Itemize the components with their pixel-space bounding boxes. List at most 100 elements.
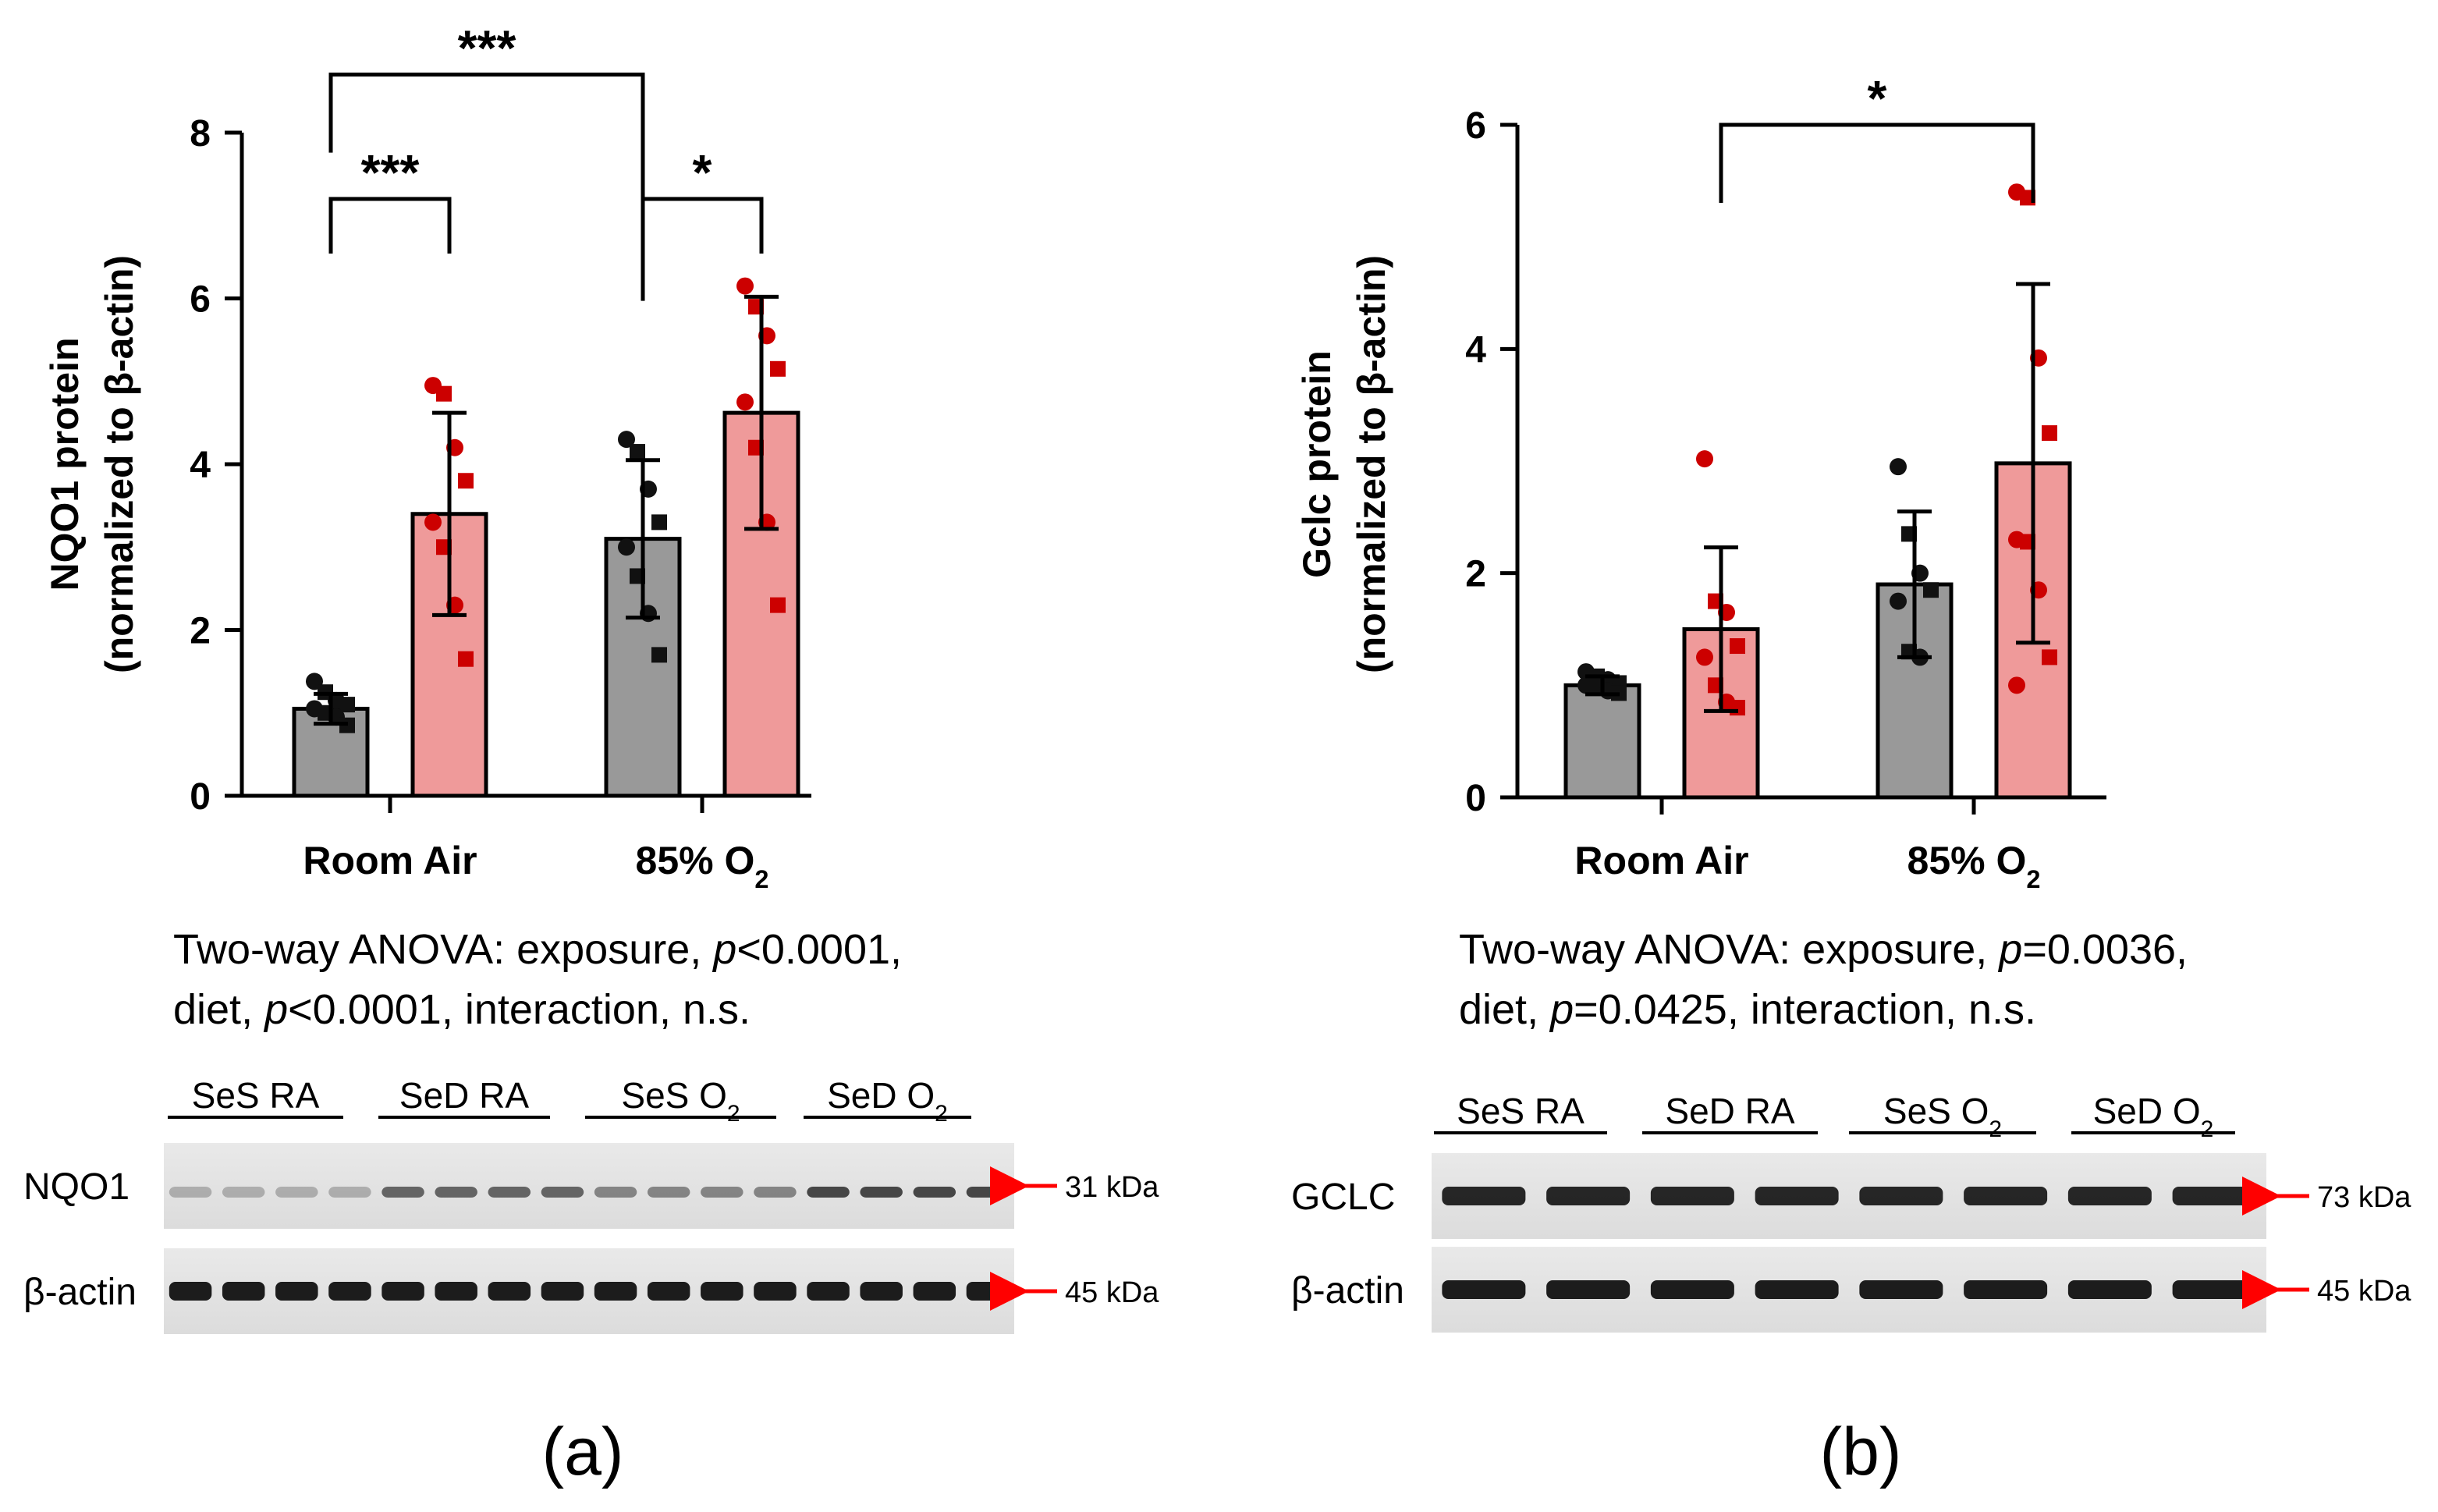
significance-bracket <box>328 197 452 254</box>
blot-band <box>647 1282 690 1301</box>
significance-label: *** <box>458 20 516 76</box>
data-point-sed <box>424 513 442 531</box>
anova-line2-a: diet, p<0.0001, interaction, n.s. <box>173 986 751 1033</box>
data-point-sed <box>770 597 786 613</box>
y-tick-label: 4 <box>190 445 211 486</box>
lane-group-text: SeD O <box>827 1075 935 1116</box>
blot-band <box>2067 1280 2152 1299</box>
lane-group-label: SeD RA <box>1665 1091 1794 1131</box>
data-point-sed <box>736 393 754 411</box>
panel-label-b: (b) <box>1819 1414 1901 1489</box>
data-point-ses <box>1890 592 1907 610</box>
category-text: Room Air <box>303 839 477 882</box>
molecular-weight-label: 31 kDa <box>1065 1171 1159 1204</box>
data-point-sed <box>1696 450 1713 468</box>
y-tick-label: 8 <box>190 113 211 154</box>
lane-group-label: SeD RA <box>399 1075 529 1116</box>
blot-band <box>222 1187 265 1198</box>
data-point-sed <box>458 473 474 489</box>
blot-band <box>1755 1187 1839 1205</box>
y-axis-label: Gclc protein (normalized to β-actin) <box>1295 255 1393 673</box>
blot-band <box>169 1282 212 1301</box>
significance-label: *** <box>361 144 420 201</box>
blot-band <box>1859 1187 1943 1205</box>
significance-bracket <box>328 73 645 301</box>
blot-band <box>1546 1187 1631 1205</box>
blot-row-label: NQO1 <box>23 1166 130 1208</box>
blot-band <box>594 1282 637 1301</box>
data-point-ses <box>651 514 667 531</box>
blot-band <box>328 1282 371 1301</box>
blot-row-label: β-actin <box>23 1272 137 1313</box>
blot-row-label: β-actin <box>1291 1270 1404 1311</box>
lane-group-label: SeD O2 <box>2093 1091 2214 1142</box>
blot-band <box>435 1187 477 1198</box>
category-text: Room Air <box>1574 839 1748 882</box>
data-point-sed <box>1696 648 1713 666</box>
blot-band <box>1442 1280 1526 1299</box>
category-label: 85% O2 <box>1907 839 2041 893</box>
lane-group-text: SeS RA <box>192 1075 320 1116</box>
data-point-ses <box>618 538 635 556</box>
y-tick-label: 6 <box>190 279 211 321</box>
blot-band <box>275 1282 318 1301</box>
blot-band <box>1964 1280 2048 1299</box>
blot-band <box>913 1187 956 1198</box>
blot-band <box>275 1187 318 1198</box>
y-axis-label-line2: (normalized to β-actin) <box>1350 255 1393 673</box>
blot-band <box>966 1187 1010 1198</box>
molecular-weight-label: 73 kDa <box>2317 1181 2411 1214</box>
data-point-sed <box>1730 700 1745 716</box>
blot-band <box>1859 1280 1943 1299</box>
data-point-ses <box>1890 458 1907 476</box>
category-label: Room Air <box>303 839 477 882</box>
blot-band <box>222 1282 265 1301</box>
data-point-sed <box>2042 649 2057 665</box>
lane-group-subscript: 2 <box>727 1101 740 1127</box>
blot-band <box>913 1282 956 1301</box>
blot-band <box>328 1187 371 1198</box>
blot-band <box>754 1282 797 1301</box>
lane-group-text: SeD O <box>2093 1091 2201 1131</box>
data-point-sed <box>2008 676 2025 694</box>
lane-group-text: SeS O <box>621 1075 727 1116</box>
category-label: 85% O2 <box>636 839 769 893</box>
blot-band <box>701 1187 743 1198</box>
data-point-ses <box>618 431 635 449</box>
panel-label-a: (a) <box>541 1414 623 1489</box>
category-text: 85% O <box>636 839 755 882</box>
lane-group-subscript: 2 <box>2201 1116 2214 1142</box>
blot-band <box>594 1187 637 1198</box>
blot-band <box>2172 1187 2256 1205</box>
y-tick-label: 2 <box>1465 554 1486 595</box>
data-point-sed <box>1730 638 1745 655</box>
blot-band <box>807 1282 850 1301</box>
data-point-sed <box>2042 425 2057 442</box>
data-point-sed <box>736 277 754 295</box>
y-tick-label: 6 <box>1465 105 1486 147</box>
data-point-sed <box>770 360 786 377</box>
data-point-ses <box>651 647 667 663</box>
blot-band <box>381 1282 424 1301</box>
lane-group-label: SeS RA <box>1457 1091 1585 1131</box>
blot-band <box>541 1187 584 1198</box>
blot-band <box>2067 1187 2152 1205</box>
blot-band <box>860 1187 903 1198</box>
lane-group-text: SeS RA <box>1457 1091 1585 1131</box>
significance-bracket <box>641 197 764 254</box>
category-subscript: 2 <box>754 865 768 893</box>
data-point-ses <box>630 444 645 460</box>
blot-band <box>381 1187 424 1198</box>
data-point-ses <box>339 697 355 713</box>
blot-band <box>488 1282 531 1301</box>
molecular-weight-label: 45 kDa <box>1065 1276 1159 1309</box>
blot-strip <box>164 1143 1014 1229</box>
blot-band <box>2172 1280 2256 1299</box>
lane-group-label: SeS O2 <box>1883 1091 2002 1142</box>
